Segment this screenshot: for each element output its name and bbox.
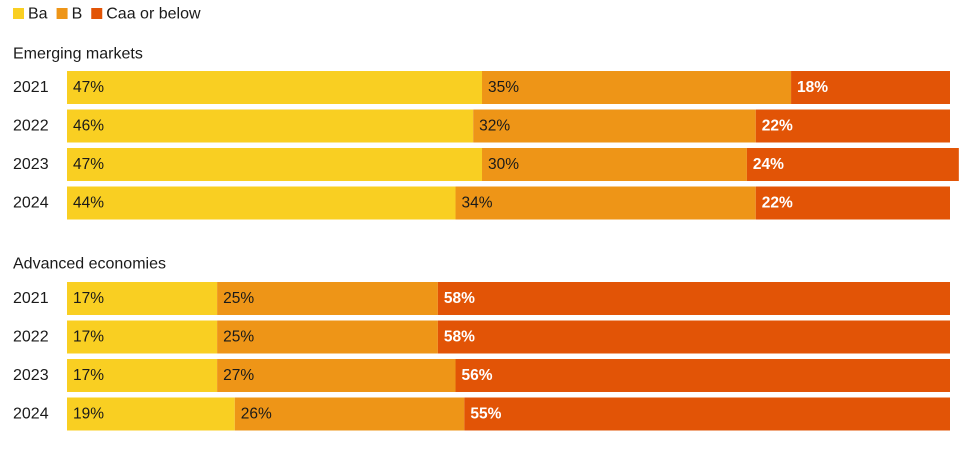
legend-swatch-0 (13, 8, 24, 19)
bar-segment-1-3-0 (67, 397, 235, 431)
data-label-0-2-2: 24% (753, 156, 784, 173)
data-label-1-1-0: 17% (73, 329, 104, 346)
data-label-1-0-1: 25% (223, 290, 254, 307)
bar-segment-1-1-0 (67, 320, 218, 354)
category-label-0-2: 2023 (13, 156, 49, 173)
legend-swatch-1 (56, 8, 68, 19)
category-label-0-0: 2021 (13, 79, 49, 96)
bar-segment-0-0-1 (482, 71, 792, 104)
legend-swatch-2 (91, 8, 103, 19)
category-label-1-1: 2022 (13, 329, 49, 346)
data-label-1-2-2: 56% (462, 367, 493, 384)
data-label-1-1-1: 25% (223, 329, 254, 346)
bar-segment-1-0-1 (217, 282, 438, 315)
bar-segment-0-1-2 (755, 109, 950, 143)
category-label-1-0: 2021 (13, 290, 49, 307)
bar-segment-0-3-2 (755, 186, 950, 220)
bar-segment-1-1-2 (437, 320, 950, 354)
panel-title-1: Advanced economies (13, 256, 166, 273)
data-label-0-3-1: 34% (462, 195, 493, 212)
bar-segment-1-0-2 (437, 282, 950, 315)
bar-segment-0-2-2 (746, 148, 959, 181)
data-label-0-1-0: 46% (73, 118, 104, 135)
data-label-1-0-0: 17% (73, 290, 104, 307)
data-label-0-3-0: 44% (73, 195, 104, 212)
bar-segment-1-0-0 (67, 282, 218, 315)
legend-label-0: Ba (28, 6, 48, 23)
panel-title-0: Emerging markets (13, 46, 143, 63)
data-label-0-2-0: 47% (73, 156, 104, 173)
bar-segment-0-0-2 (791, 71, 950, 104)
bar-segment-1-3-2 (464, 397, 950, 431)
category-label-1-3: 2024 (13, 406, 49, 423)
data-label-0-1-2: 22% (762, 118, 793, 135)
data-label-0-0-1: 35% (488, 79, 519, 96)
bar-segment-1-2-0 (67, 359, 218, 392)
bar-segment-0-3-0 (67, 186, 456, 220)
data-label-1-1-2: 58% (444, 329, 475, 346)
data-label-1-3-1: 26% (241, 406, 272, 423)
bar-segment-1-1-1 (217, 320, 438, 354)
data-label-1-2-0: 17% (73, 367, 104, 384)
bar-segment-0-2-1 (482, 148, 747, 181)
data-label-0-0-2: 18% (797, 79, 828, 96)
data-label-0-2-1: 30% (488, 156, 519, 173)
data-label-1-3-0: 19% (73, 406, 104, 423)
bar-segment-0-2-0 (67, 148, 483, 181)
bar-segment-1-3-1 (234, 397, 465, 431)
category-label-0-1: 2022 (13, 118, 49, 135)
bar-segment-1-2-2 (455, 359, 950, 392)
bar-segment-0-3-1 (455, 186, 756, 220)
data-label-0-1-1: 32% (479, 118, 510, 135)
bar-segment-0-0-0 (67, 71, 483, 104)
category-label-0-3: 2024 (13, 195, 49, 212)
legend-label-1: B (72, 6, 83, 23)
data-label-1-0-2: 58% (444, 290, 475, 307)
legend-label-2: Caa or below (106, 6, 201, 23)
data-label-0-3-2: 22% (762, 195, 793, 212)
data-label-1-2-1: 27% (223, 367, 254, 384)
data-label-0-0-0: 47% (73, 79, 104, 96)
bar-segment-1-2-1 (217, 359, 456, 392)
data-label-1-3-2: 55% (470, 406, 501, 423)
category-label-1-2: 2023 (13, 367, 49, 384)
bar-segment-0-1-0 (67, 109, 474, 143)
bar-segment-0-1-1 (473, 109, 756, 143)
